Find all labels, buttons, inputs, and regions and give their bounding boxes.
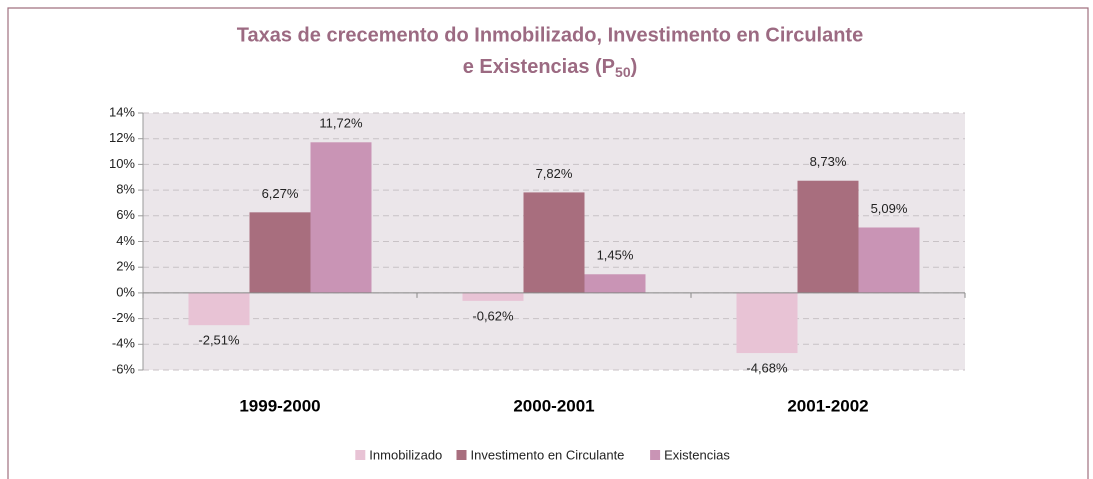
data-label: -4,68% — [746, 360, 788, 375]
bar — [462, 292, 524, 301]
bar — [310, 142, 372, 293]
legend-swatch — [355, 450, 366, 460]
data-label: 6,27% — [262, 186, 299, 201]
title-part: ) — [631, 56, 638, 78]
title-part: e Existencias (P — [463, 56, 615, 78]
bar — [858, 227, 920, 293]
y-tick-label: 4% — [116, 233, 135, 248]
y-tick-label: 10% — [109, 156, 135, 171]
data-label: 11,72% — [319, 116, 363, 131]
x-tick-label: 2000-2001 — [513, 396, 594, 415]
bar — [797, 180, 859, 293]
data-label: 1,45% — [597, 248, 634, 263]
data-label: 5,09% — [871, 201, 908, 216]
legend-label: Inmobilizado — [369, 447, 442, 462]
bar — [188, 292, 250, 326]
bar — [249, 212, 311, 293]
legend-label: Investimento en Circulante — [471, 447, 625, 462]
legend-label: Existencias — [664, 447, 730, 462]
legend-swatch — [650, 450, 661, 460]
y-tick-label: 2% — [116, 259, 135, 274]
legend-swatch — [456, 450, 467, 460]
x-tick-label: 1999-2000 — [239, 396, 320, 415]
y-tick-label: 14% — [109, 104, 135, 119]
data-label: -0,62% — [472, 308, 514, 323]
chart-title: Taxas de crecemento do Inmobilizado, Inv… — [237, 24, 863, 46]
y-tick-label: 8% — [116, 182, 135, 197]
frame — [7, 7, 1089, 479]
y-tick-label: -2% — [112, 310, 136, 325]
chart-title: e Existencias (P50) — [463, 56, 638, 79]
y-tick-label: 6% — [116, 207, 135, 222]
bar — [736, 292, 798, 354]
y-tick-label: -6% — [112, 361, 136, 376]
data-label: -2,51% — [198, 333, 240, 348]
y-tick-label: -4% — [112, 336, 136, 351]
y-tick-label: 12% — [109, 130, 135, 145]
data-label: 8,73% — [810, 154, 847, 169]
bar — [584, 274, 646, 293]
y-tick-label: 0% — [116, 284, 135, 299]
bar — [523, 192, 585, 293]
x-tick-label: 2001-2002 — [787, 396, 868, 415]
title-subscript: 50 — [615, 64, 631, 80]
data-label: 7,82% — [536, 166, 573, 181]
